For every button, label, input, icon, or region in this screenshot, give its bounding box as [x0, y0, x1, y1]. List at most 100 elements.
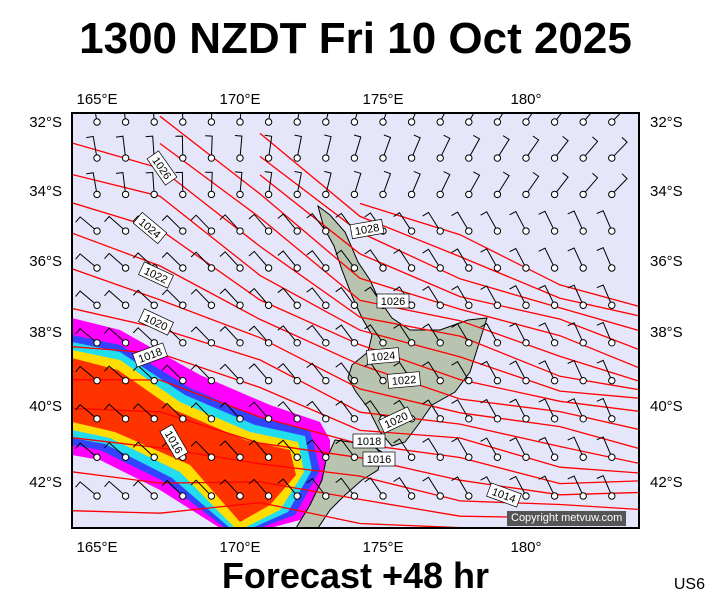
wind-barb — [422, 437, 444, 461]
wind-barb — [104, 289, 130, 309]
wind-barb — [248, 363, 273, 385]
wind-barb — [538, 247, 559, 272]
wind-barb — [264, 134, 273, 162]
wind-barb — [393, 212, 416, 235]
wind-barb — [596, 436, 616, 461]
wind-barb — [104, 327, 130, 347]
wind-barb — [190, 214, 216, 235]
lat-label: 32°S — [650, 114, 683, 131]
wind-barb — [306, 250, 330, 272]
svg-text:1022: 1022 — [391, 374, 416, 388]
wind-barb — [161, 479, 187, 500]
wind-barb — [579, 113, 592, 126]
wind-barb — [451, 399, 473, 423]
wind-barb — [190, 288, 216, 309]
isobar-label: 1028 — [349, 218, 385, 240]
wind-barb — [608, 137, 628, 162]
wind-barb — [104, 215, 130, 235]
wind-barb — [306, 287, 330, 309]
isobar-line — [72, 232, 639, 431]
wind-barb — [393, 438, 416, 461]
wind-barb — [550, 136, 569, 162]
wind-barb — [480, 285, 502, 309]
wind-barb — [75, 216, 101, 235]
wind-barb — [86, 135, 101, 162]
wind-barb — [175, 135, 187, 162]
wind-barb — [393, 249, 416, 272]
wind-barb — [579, 172, 599, 199]
wind-barb — [219, 440, 244, 461]
lon-label: 175°E — [362, 539, 403, 556]
wind-barb — [132, 480, 158, 500]
wind-barb — [86, 172, 101, 199]
wind-barb — [219, 325, 244, 347]
wind-barb — [480, 211, 502, 235]
wind-barb — [104, 365, 130, 385]
wind-barb — [350, 113, 359, 126]
rain-band-red — [72, 358, 296, 522]
wind-barb — [509, 285, 530, 309]
lon-label: 175°E — [362, 91, 403, 108]
lat-label: 40°S — [29, 398, 62, 415]
wind-barb — [335, 477, 359, 500]
isobar-line — [72, 437, 639, 511]
wind-barb — [509, 322, 530, 347]
wind-barb — [75, 442, 101, 461]
wind-barb — [567, 247, 587, 272]
north-island — [317, 204, 488, 447]
wind-barb — [277, 213, 301, 235]
lat-label: 38°S — [650, 324, 683, 341]
wind-barb — [422, 323, 444, 347]
wind-barb — [451, 248, 473, 272]
wind-barb — [567, 436, 587, 461]
wind-barb — [75, 481, 101, 500]
lon-label: 165°E — [76, 91, 117, 108]
lon-label: 180° — [510, 539, 541, 556]
wind-barb — [407, 113, 416, 126]
svg-text:1028: 1028 — [354, 222, 380, 238]
latitude-labels-left: 32°S 34°S 36°S 38°S 40°S 42°S — [29, 114, 62, 491]
wind-barb — [608, 113, 622, 126]
wind-barb — [248, 325, 273, 347]
wind-barb — [190, 251, 216, 272]
wind-barb — [522, 171, 540, 199]
wind-barb — [422, 285, 444, 309]
wind-barb — [335, 438, 359, 461]
wind-barb — [451, 437, 473, 461]
wind-barb — [451, 211, 473, 235]
wind-barb — [248, 478, 273, 500]
wind-barb — [104, 441, 130, 461]
isobar-line — [259, 155, 639, 332]
wind-barb — [393, 323, 416, 347]
wind-barb — [150, 113, 158, 126]
wind-barb — [75, 290, 101, 309]
wind-barb — [509, 437, 530, 461]
lat-label: 36°S — [650, 253, 683, 270]
wind-barb — [161, 364, 187, 385]
wind-barb — [596, 210, 616, 235]
wind-barb — [480, 322, 502, 347]
wind-barb — [207, 113, 216, 126]
wind-barbs — [75, 113, 628, 500]
wind-barb — [451, 323, 473, 347]
wind-barb — [509, 247, 530, 272]
wind-barb — [538, 322, 559, 347]
wind-barb — [161, 402, 187, 423]
isobar-label: 1022 — [138, 261, 174, 289]
wind-barb — [264, 171, 273, 199]
wind-barb — [219, 479, 244, 500]
wind-barb — [306, 478, 330, 500]
wind-barb — [596, 397, 616, 423]
wind-barb — [509, 398, 530, 423]
isobar-line — [159, 115, 639, 369]
wind-barb — [104, 252, 130, 272]
wind-barb — [509, 210, 530, 235]
wind-barb — [422, 211, 444, 235]
wind-barb — [596, 247, 616, 272]
isobar-line — [72, 471, 561, 519]
wind-barb — [538, 475, 559, 500]
wind-barb — [480, 437, 502, 461]
wind-barb — [335, 400, 359, 423]
wind-barb — [436, 171, 451, 199]
wind-barb — [205, 171, 216, 199]
